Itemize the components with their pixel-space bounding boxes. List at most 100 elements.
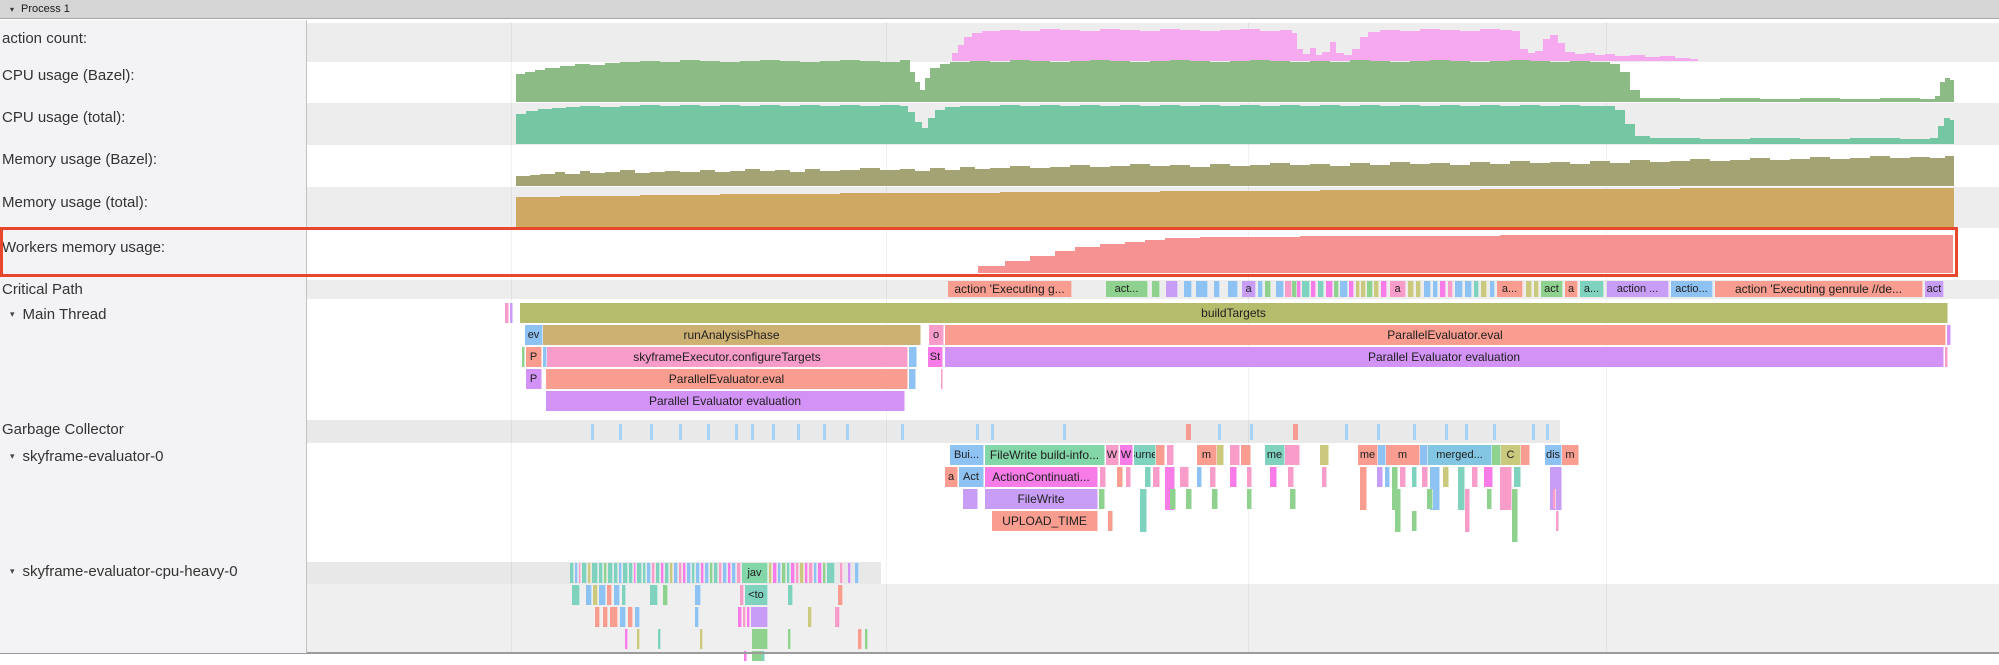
skyframe-evaluator-0-block[interactable]: a xyxy=(945,467,958,487)
main-thread-block[interactable] xyxy=(909,369,916,389)
skyframe-evaluator-cpu-heavy-0-block[interactable] xyxy=(637,629,640,649)
skyframe-evaluator-0-block[interactable] xyxy=(963,489,978,509)
critical-path-block[interactable] xyxy=(1433,281,1438,297)
main-thread-block[interactable]: buildTargets xyxy=(520,303,1948,323)
skyframe-evaluator-cpu-heavy-0-block[interactable] xyxy=(752,629,768,649)
skyframe-evaluator-0-block[interactable]: Burner xyxy=(1134,445,1156,465)
skyframe-evaluator-cpu-heavy-0-block[interactable] xyxy=(692,563,695,583)
skyframe-evaluator-cpu-heavy-0-block[interactable] xyxy=(778,563,781,583)
skyframe-evaluator-0-block[interactable] xyxy=(1322,467,1327,487)
critical-path-block[interactable]: action ... xyxy=(1607,281,1669,297)
skyframe-evaluator-0-block[interactable]: merged... xyxy=(1428,445,1492,465)
skyframe-evaluator-0-block[interactable] xyxy=(1400,467,1406,487)
skyframe-evaluator-0-block[interactable] xyxy=(1180,467,1189,487)
skyframe-evaluator-cpu-heavy-0-block[interactable] xyxy=(762,651,765,661)
skyframe-evaluator-0-block[interactable] xyxy=(1108,511,1113,531)
gc-tick[interactable] xyxy=(1345,424,1348,440)
critical-path-block[interactable] xyxy=(1381,281,1387,297)
critical-path-block[interactable] xyxy=(1152,281,1160,297)
critical-path-block[interactable] xyxy=(1481,281,1487,297)
critical-path-block[interactable] xyxy=(1340,281,1348,297)
skyframe-evaluator-cpu-heavy-0-block[interactable] xyxy=(663,585,668,605)
critical-path-block[interactable] xyxy=(1367,281,1373,297)
gc-tick[interactable] xyxy=(1465,424,1468,440)
skyframe-evaluator-0-block[interactable]: Bui... xyxy=(950,445,984,465)
skyframe-evaluator-0-block[interactable] xyxy=(1270,467,1277,487)
skyframe-evaluator-cpu-heavy-0-block[interactable] xyxy=(635,607,640,627)
skyframe-evaluator-cpu-heavy-0-block[interactable] xyxy=(608,563,613,583)
gc-tick[interactable] xyxy=(591,424,594,440)
gc-tick[interactable] xyxy=(976,424,979,440)
skyframe-evaluator-cpu-heavy-0-block[interactable] xyxy=(732,563,736,583)
main-thread-block[interactable] xyxy=(510,303,513,323)
skyframe-evaluator-cpu-heavy-0-block[interactable] xyxy=(628,607,633,627)
gc-tick[interactable] xyxy=(991,424,994,440)
critical-path-block[interactable] xyxy=(1356,281,1360,297)
skyframe-evaluator-0-block[interactable] xyxy=(1186,489,1192,509)
gc-tick[interactable] xyxy=(846,424,849,440)
skyframe-evaluator-cpu-heavy-0-block[interactable] xyxy=(737,563,741,583)
critical-path-block[interactable] xyxy=(1166,281,1178,297)
critical-path-block[interactable]: actio... xyxy=(1671,281,1713,297)
skyframe-evaluator-cpu-heavy-0-block[interactable] xyxy=(788,585,793,605)
gc-tick[interactable] xyxy=(1186,424,1191,440)
skyframe-evaluator-0-block[interactable] xyxy=(1385,467,1390,487)
skyframe-evaluator-cpu-heavy-0-block[interactable] xyxy=(743,607,746,627)
process-header[interactable]: ▾ Process 1 xyxy=(0,0,1999,19)
critical-path-block[interactable] xyxy=(1408,281,1414,297)
collapse-arrow-icon[interactable]: ▾ xyxy=(10,309,15,319)
skyframe-evaluator-cpu-heavy-0-block[interactable] xyxy=(791,563,795,583)
skyframe-evaluator-cpu-heavy-0-block[interactable] xyxy=(769,563,772,583)
skyframe-evaluator-0-block[interactable] xyxy=(1484,467,1493,487)
critical-path-block[interactable]: action 'Executing g... xyxy=(948,281,1072,297)
skyframe-evaluator-cpu-heavy-0-block[interactable] xyxy=(787,563,790,583)
skyframe-evaluator-0-block[interactable] xyxy=(1465,489,1470,532)
skyframe-evaluator-cpu-heavy-0-block[interactable] xyxy=(656,563,660,583)
skyframe-evaluator-cpu-heavy-0-block[interactable] xyxy=(658,629,661,649)
main-thread-block[interactable]: P xyxy=(526,369,542,389)
skyframe-evaluator-cpu-heavy-0-block[interactable] xyxy=(710,563,713,583)
gc-tick[interactable] xyxy=(772,424,775,440)
skyframe-evaluator-cpu-heavy-0-block[interactable] xyxy=(788,629,791,649)
skyframe-evaluator-cpu-heavy-0-block[interactable] xyxy=(805,563,808,583)
skyframe-evaluator-0-block[interactable]: m xyxy=(1197,445,1217,465)
skyframe-evaluator-0-block[interactable] xyxy=(1140,489,1147,532)
skyframe-evaluator-0-block[interactable] xyxy=(1212,489,1218,509)
critical-path-block[interactable] xyxy=(1265,281,1271,297)
skyframe-evaluator-0-block[interactable] xyxy=(1430,467,1440,510)
skyframe-evaluator-cpu-heavy-0-block[interactable] xyxy=(728,563,731,583)
main-thread-block[interactable]: runAnalysisPhase xyxy=(543,325,921,345)
critical-path-block[interactable] xyxy=(1285,281,1292,297)
gc-tick[interactable] xyxy=(823,424,826,440)
skyframe-evaluator-0-block[interactable]: ActionContinuati... xyxy=(985,467,1098,487)
gc-tick[interactable] xyxy=(901,424,904,440)
skyframe-evaluator-0-block[interactable] xyxy=(1472,467,1478,487)
gc-tick[interactable] xyxy=(1532,424,1535,440)
skyframe-evaluator-cpu-heavy-0-block[interactable] xyxy=(827,563,835,583)
skyframe-evaluator-cpu-heavy-0-block[interactable] xyxy=(610,607,618,627)
skyframe-evaluator-0-block[interactable] xyxy=(1487,489,1492,509)
skyframe-evaluator-cpu-heavy-0-block[interactable] xyxy=(652,563,655,583)
skyframe-evaluator-cpu-heavy-0-block[interactable] xyxy=(637,563,642,583)
skyframe-evaluator-cpu-heavy-0-block[interactable] xyxy=(747,607,750,627)
row-label-skyframe-evaluator-0[interactable]: ▾ skyframe-evaluator-0 xyxy=(10,448,163,465)
skyframe-evaluator-0-block[interactable]: Act xyxy=(959,467,984,487)
critical-path-block[interactable]: a xyxy=(1565,281,1578,297)
gc-tick[interactable] xyxy=(619,424,622,440)
critical-path-block[interactable] xyxy=(1311,281,1316,297)
critical-path-block[interactable] xyxy=(1534,281,1539,297)
collapse-arrow-icon[interactable]: ▾ xyxy=(10,451,15,461)
critical-path-block[interactable] xyxy=(1326,281,1333,297)
main-thread-block[interactable]: ParallelEvaluator.eval xyxy=(546,369,908,389)
gc-tick[interactable] xyxy=(1413,424,1416,440)
skyframe-evaluator-0-block[interactable] xyxy=(1210,467,1216,487)
skyframe-evaluator-cpu-heavy-0-block[interactable]: jav xyxy=(742,563,768,583)
skyframe-evaluator-0-block[interactable] xyxy=(1395,489,1401,532)
critical-path-block[interactable] xyxy=(1374,281,1379,297)
critical-path-block[interactable]: a... xyxy=(1497,281,1523,297)
skyframe-evaluator-0-block[interactable] xyxy=(1422,467,1428,487)
skyframe-evaluator-cpu-heavy-0-block[interactable] xyxy=(738,607,742,627)
gc-tick[interactable] xyxy=(751,424,754,440)
skyframe-evaluator-0-block[interactable] xyxy=(1377,467,1383,487)
skyframe-evaluator-cpu-heavy-0-block[interactable] xyxy=(700,629,703,649)
